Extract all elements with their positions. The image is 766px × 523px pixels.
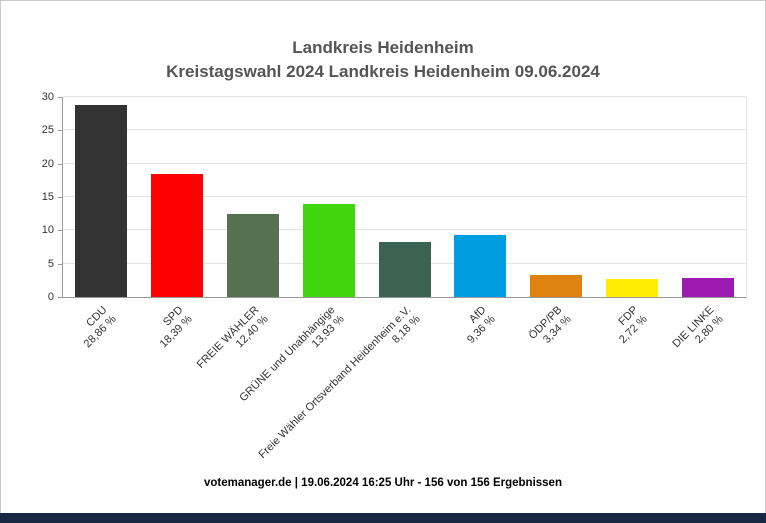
y-axis-tick-mark: [58, 297, 62, 298]
bar: [150, 174, 203, 297]
y-axis-tick-label: 0: [47, 291, 54, 303]
y-axis-tick-label: 15: [41, 191, 54, 203]
y-axis-tick-mark: [58, 130, 62, 132]
chart-title: Landkreis Heidenheim Kreistagswahl 2024 …: [0, 36, 766, 84]
bar: [530, 274, 583, 297]
gridline: [63, 129, 746, 131]
chart-title-line1: Landkreis Heidenheim: [292, 38, 474, 57]
footer-text: votemanager.de | 19.06.2024 16:25 Uhr - …: [204, 477, 562, 489]
y-axis-tick-mark: [58, 197, 62, 198]
y-axis-tick-mark: [58, 163, 62, 165]
y-axis-tick-label: 10: [41, 224, 54, 237]
gridline: [63, 96, 746, 97]
bar: [454, 234, 507, 297]
gridline: [63, 196, 746, 197]
chart-plot: 0 5 10 15 20 25 30 CDU 28,86 % SPD 18,39 % FREIE WÄ…: [42, 91, 747, 461]
bottom-navy-bar: [0, 513, 766, 523]
bar: [378, 242, 431, 297]
y-axis-tick-mark: [58, 263, 62, 265]
y-axis-tick-mark: [58, 230, 62, 232]
y-axis-tick-label: 20: [41, 157, 54, 170]
y-axis-tick-label: 25: [41, 124, 54, 137]
x-axis-label-percent: 2,80 %: [693, 313, 726, 346]
bar: [682, 278, 735, 297]
gridline: [63, 162, 746, 164]
gridline: [63, 229, 746, 231]
y-axis-tick-mark: [58, 97, 62, 98]
chart-title-line2: Kreistagswahl 2024 Landkreis Heidenheim …: [166, 62, 600, 81]
bar: [606, 278, 659, 297]
y-axis-tick-label: 30: [41, 91, 54, 103]
bar: [226, 214, 279, 297]
bar: [302, 204, 355, 297]
y-axis-tick-label: 5: [47, 257, 54, 270]
bar: [74, 104, 127, 297]
